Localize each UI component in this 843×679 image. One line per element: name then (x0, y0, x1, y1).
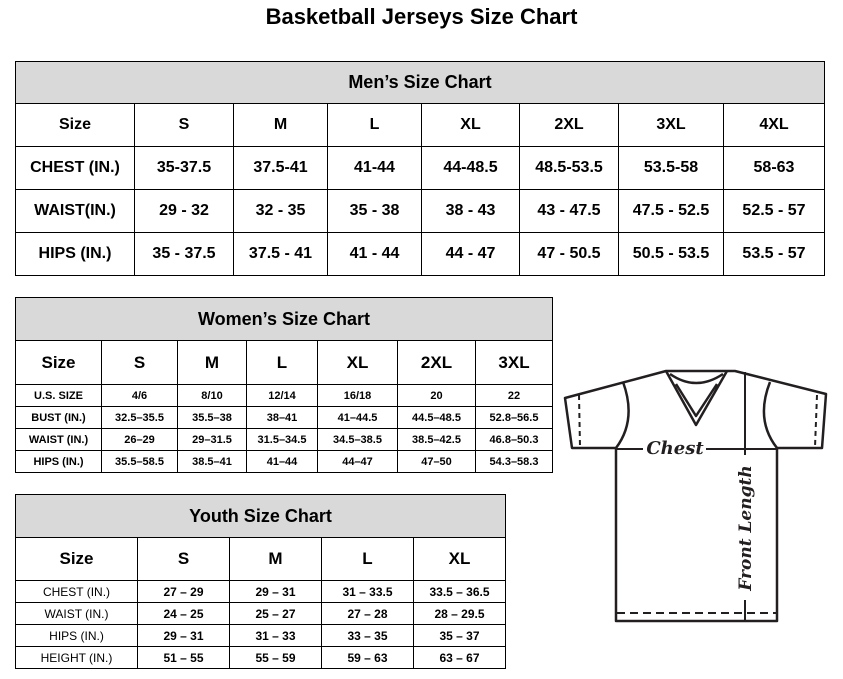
table-cell: 52.8–56.5 (474, 406, 554, 429)
table-cell: 55 – 59 (229, 646, 322, 669)
table-cell: 31 – 33 (229, 624, 322, 647)
table-cell: L (246, 340, 318, 385)
table-cell: 48.5-53.5 (519, 146, 619, 190)
table-cell: 24 – 25 (137, 602, 230, 625)
table-cell: 29–31.5 (177, 428, 247, 451)
row-label: BUST (IN.) (15, 406, 102, 429)
table-cell: S (134, 103, 234, 147)
table-cell: 41 - 44 (327, 232, 422, 276)
table-cell: 35.5–38 (177, 406, 247, 429)
left-sleeve-seam (614, 381, 630, 449)
row-label: HEIGHT (IN.) (15, 646, 138, 669)
table-cell: 52.5 - 57 (723, 189, 825, 233)
table-row: CHEST (IN.) 27 – 29 29 – 31 31 – 33.5 33.5 –… (15, 580, 507, 603)
row-label: WAIST(IN.) (15, 189, 135, 233)
table-cell: 38 - 43 (421, 189, 520, 233)
table-cell: 41-44 (327, 146, 422, 190)
table-title: Youth Size Chart (14, 494, 507, 538)
size-header-row: Size S M L XL (15, 537, 507, 581)
table-title: Men’s Size Chart (15, 61, 825, 104)
table-row: BUST (IN.) 32.5–35.5 35.5–38 38–41 41–44.5 44… (15, 406, 554, 429)
row-label: Size (15, 340, 102, 385)
table-cell: 25 – 27 (229, 602, 322, 625)
table-cell: L (327, 103, 422, 147)
table-cell: 54.3–58.3 (474, 450, 554, 473)
table-cell: 35 - 38 (327, 189, 422, 233)
row-label: HIPS (IN.) (15, 450, 102, 473)
table-row: U.S. SIZE 4/6 8/10 12/14 16/18 20 22 (15, 384, 554, 407)
left-cuff-dashed (578, 394, 581, 448)
table-cell: 47 - 50.5 (519, 232, 619, 276)
table-cell: 29 – 31 (137, 624, 230, 647)
table-row: HIPS (IN.) 35 - 37.5 37.5 - 41 41 - 44 44 - … (15, 232, 825, 276)
table-cell: 3XL (618, 103, 724, 147)
table-cell: 43 - 47.5 (519, 189, 619, 233)
table-cell: 63 – 67 (412, 646, 507, 669)
table-cell: 38.5–41 (177, 450, 247, 473)
row-label: CHEST (IN.) (15, 146, 135, 190)
table-cell: 32 - 35 (233, 189, 328, 233)
jersey-outline (563, 369, 828, 623)
table-cell: 44.5–48.5 (397, 406, 476, 429)
table-cell: 59 – 63 (321, 646, 414, 669)
table-cell: L (321, 537, 414, 581)
table-cell: 41–44 (246, 450, 318, 473)
right-cuff-dashed (814, 394, 818, 448)
table-cell: 27 – 29 (137, 580, 230, 603)
front-length-label: Front Length (736, 465, 756, 591)
table-cell: 44-48.5 (421, 146, 520, 190)
table-row: WAIST(IN.) 29 - 32 32 - 35 35 - 38 38 - 43 43… (15, 189, 825, 233)
table-cell: 33 – 35 (321, 624, 414, 647)
table-cell: XL (412, 537, 507, 581)
chest-label: Chest (646, 438, 704, 459)
table-row: HIPS (IN.) 35.5–58.5 38.5–41 41–44 44–47 47–5… (15, 450, 554, 473)
table-cell: 2XL (397, 340, 476, 385)
youth-size-table: Youth Size Chart Size S M L XL CHEST (IN.) 27 … (14, 494, 507, 669)
table-cell: 35 - 37.5 (134, 232, 234, 276)
size-header-row: Size S M L XL 2XL 3XL 4XL (15, 103, 825, 147)
row-label: HIPS (IN.) (15, 232, 135, 276)
collar (664, 370, 729, 427)
row-label: WAIST (IN.) (15, 602, 138, 625)
table-cell: M (233, 103, 328, 147)
table-cell: 26–29 (101, 428, 178, 451)
table-cell: 2XL (519, 103, 619, 147)
mens-size-table: Men’s Size Chart Size S M L XL 2XL 3XL 4XL CHEST… (15, 61, 825, 276)
table-cell: 53.5 - 57 (723, 232, 825, 276)
womens-size-table: Women’s Size Chart Size S M L XL 2XL 3XL U.S. S… (14, 297, 554, 473)
table-cell: 46.8–50.3 (474, 428, 554, 451)
page-title: Basketball Jerseys Size Chart (265, 4, 578, 29)
table-cell: 53.5-58 (618, 146, 724, 190)
table-cell: 47–50 (397, 450, 476, 473)
table-row: WAIST (IN.) 26–29 29–31.5 31.5–34.5 34.5–38.… (15, 428, 554, 451)
table-cell: S (137, 537, 230, 581)
table-cell: 33.5 – 36.5 (412, 580, 507, 603)
table-cell: XL (421, 103, 520, 147)
table-cell: 34.5–38.5 (317, 428, 398, 451)
right-sleeve-seam (762, 381, 778, 449)
table-cell: 58-63 (723, 146, 825, 190)
size-header-row: Size S M L XL 2XL 3XL (15, 340, 554, 385)
table-cell: 37.5 - 41 (233, 232, 328, 276)
table-cell: M (229, 537, 322, 581)
table-row: CHEST (IN.) 35-37.5 37.5-41 41-44 44-48.5 48.… (15, 146, 825, 190)
table-row: WAIST (IN.) 24 – 25 25 – 27 27 – 28 28 – 29.… (15, 602, 507, 625)
table-row: HEIGHT (IN.) 51 – 55 55 – 59 59 – 63 63 – 67 (15, 646, 507, 669)
table-cell: 51 – 55 (137, 646, 230, 669)
table-cell: 28 – 29.5 (412, 602, 507, 625)
row-label: Size (15, 537, 138, 581)
